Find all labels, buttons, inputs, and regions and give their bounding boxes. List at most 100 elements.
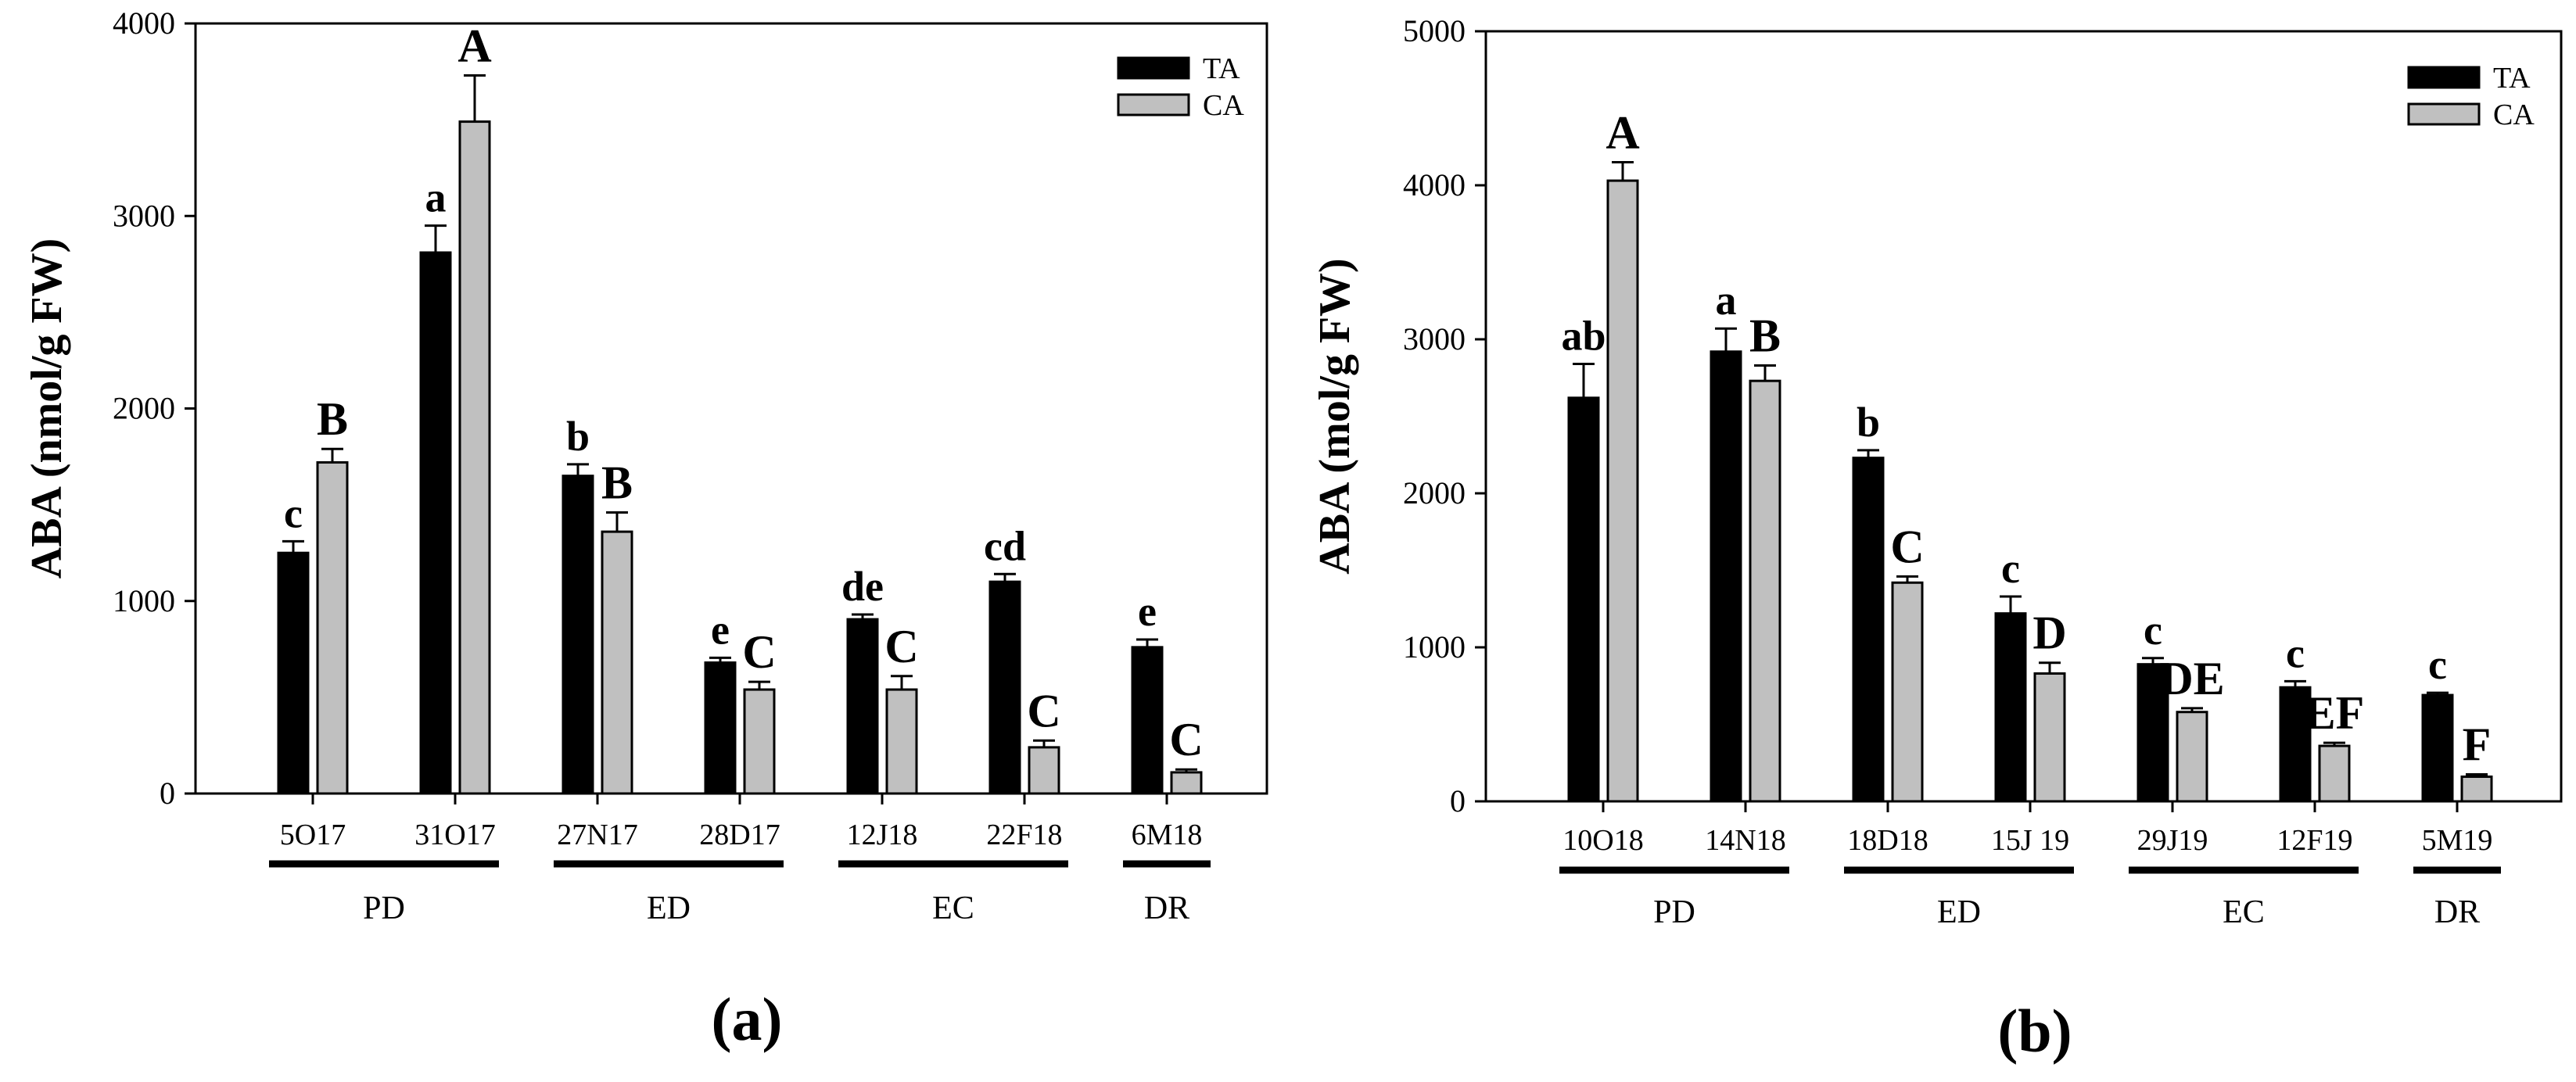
- bar-ta-5M19: [2421, 693, 2454, 803]
- bar-ca-18D18: [1891, 581, 1924, 803]
- bar-ta-14N18: [1710, 350, 1742, 803]
- significance-letter: C: [1169, 714, 1203, 765]
- significance-letter: c: [2286, 629, 2305, 676]
- significance-letter: F: [2463, 719, 2492, 771]
- significance-letter: A: [1606, 106, 1639, 158]
- bar-ca-28D17: [743, 688, 776, 795]
- group-label: DR: [1144, 890, 1189, 926]
- legend-swatch-ta: [2407, 66, 2481, 89]
- legend-label-ta: TA: [2493, 62, 2531, 95]
- significance-letter: c: [2428, 641, 2447, 688]
- bar-ta-29J19: [2137, 663, 2169, 803]
- bar-ta-22F18: [988, 580, 1021, 795]
- legend: TA CA: [2407, 62, 2535, 131]
- y-tick-label: 0: [160, 776, 175, 811]
- significance-letter: c: [284, 489, 303, 536]
- panel-label-a: (a): [712, 985, 783, 1053]
- significance-letter: b: [1857, 399, 1880, 446]
- significance-letter: a: [425, 174, 447, 221]
- bar-ca-12J18: [885, 688, 918, 795]
- significance-letter: de: [841, 563, 884, 610]
- group-label: EC: [2223, 894, 2265, 930]
- x-category-label: 14N18: [1705, 824, 1785, 857]
- significance-letter: C: [1890, 521, 1924, 572]
- y-tick-label: 4000: [1403, 167, 1466, 202]
- x-category-label: 10O18: [1562, 824, 1643, 857]
- y-tick-label: 1000: [1403, 629, 1466, 665]
- significance-letter: EF: [2305, 687, 2365, 739]
- x-category-label: 5O17: [280, 819, 346, 851]
- y-tick-label: 0: [1450, 783, 1466, 819]
- significance-letter: D: [2032, 607, 2066, 659]
- y-tick-label: 4000: [113, 5, 175, 41]
- group-label: DR: [2434, 894, 2480, 930]
- x-category-label: 31O17: [414, 819, 495, 851]
- y-tick-label: 5000: [1403, 13, 1466, 48]
- legend-swatch-ca: [2407, 102, 2481, 126]
- y-tick-label: 2000: [1403, 475, 1466, 511]
- bar-ca-14N18: [1749, 379, 1781, 803]
- legend-label-ca: CA: [1203, 89, 1244, 122]
- y-tick-label: 3000: [113, 198, 175, 233]
- legend-label-ca: CA: [2493, 99, 2535, 131]
- significance-letter: a: [1716, 277, 1737, 324]
- x-category-label: 29J19: [2137, 824, 2208, 857]
- bar-ca-29J19: [2176, 711, 2208, 803]
- significance-letter: c: [2144, 607, 2162, 654]
- group-label: ED: [1937, 894, 1981, 930]
- significance-letter: cd: [984, 522, 1026, 569]
- bar-ta-10O18: [1567, 396, 1600, 803]
- bar-ta-12F19: [2279, 686, 2312, 803]
- group-label: PD: [363, 890, 405, 926]
- x-category-label: 6M18: [1132, 819, 1203, 851]
- bar-ta-31O17: [419, 251, 452, 795]
- bar-ca-5M19: [2460, 775, 2493, 803]
- bar-ta-18D18: [1852, 457, 1885, 803]
- significance-letter: e: [1138, 588, 1157, 635]
- bar-ca-15J19: [2033, 672, 2066, 803]
- bar-ca-6M18: [1170, 771, 1203, 795]
- y-axis-label: ABA (mol/g FW): [1311, 258, 1359, 574]
- bar-ta-5O17: [277, 551, 310, 795]
- bar-ta-27N17: [561, 475, 594, 795]
- significance-letter: B: [601, 457, 633, 508]
- bar-ca-10O18: [1606, 179, 1639, 803]
- significance-letter: B: [317, 393, 348, 445]
- x-category-label: 12J18: [847, 819, 918, 851]
- legend: TA CA: [1117, 52, 1244, 122]
- y-tick-label: 2000: [113, 391, 175, 426]
- significance-letter: A: [457, 20, 491, 71]
- legend-swatch-ta: [1117, 56, 1190, 80]
- y-axis-label: ABA (nmol/g FW): [23, 238, 71, 579]
- legend-label-ta: TA: [1203, 52, 1240, 85]
- y-tick-label: 1000: [113, 583, 175, 618]
- significance-letter: ab: [1561, 313, 1606, 360]
- bar-ca-31O17: [458, 120, 491, 795]
- significance-letter: b: [566, 413, 590, 460]
- x-category-label: 5M19: [2422, 824, 2493, 857]
- bar-ca-22F18: [1028, 746, 1060, 795]
- bar-ca-27N17: [601, 530, 633, 795]
- significance-letter: c: [2001, 545, 2020, 592]
- group-label: PD: [1653, 894, 1695, 930]
- x-category-label: 27N17: [557, 819, 637, 851]
- x-category-label: 12F19: [2276, 824, 2352, 857]
- significance-letter: C: [884, 621, 918, 672]
- x-category-label: 28D17: [699, 819, 780, 851]
- y-tick-label: 3000: [1403, 321, 1466, 356]
- significance-letter: C: [742, 626, 776, 678]
- bar-ta-28D17: [704, 661, 737, 795]
- legend-swatch-ca: [1117, 93, 1190, 116]
- bar-ta-6M18: [1131, 646, 1164, 795]
- group-label: ED: [647, 890, 691, 926]
- x-category-label: 18D18: [1847, 824, 1928, 857]
- bar-ca-12F19: [2318, 744, 2351, 803]
- x-category-label: 22F18: [986, 819, 1062, 851]
- significance-letter: C: [1027, 685, 1060, 736]
- x-category-label: 15J 19: [1991, 824, 2069, 857]
- significance-letter: B: [1749, 310, 1781, 361]
- bar-ta-12J18: [846, 618, 879, 795]
